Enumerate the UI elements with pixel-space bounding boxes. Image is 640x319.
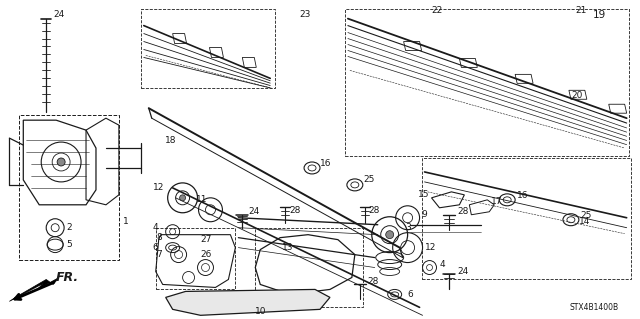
Text: 25: 25 [364, 175, 375, 184]
Text: 16: 16 [320, 160, 332, 168]
Polygon shape [10, 278, 59, 301]
Polygon shape [166, 289, 330, 315]
Text: 4: 4 [153, 223, 158, 232]
Text: 20: 20 [571, 91, 582, 100]
Circle shape [386, 231, 394, 239]
Text: 3: 3 [406, 223, 412, 232]
Text: 16: 16 [517, 191, 529, 200]
Text: 24: 24 [53, 10, 65, 19]
Text: 28: 28 [458, 207, 468, 216]
Text: 18: 18 [164, 136, 176, 145]
Circle shape [180, 195, 186, 201]
Text: STX4B1400B: STX4B1400B [570, 303, 619, 312]
Text: 4: 4 [440, 260, 445, 269]
Text: 12: 12 [153, 183, 164, 192]
Text: 24: 24 [458, 267, 468, 276]
Text: 9: 9 [422, 210, 428, 219]
Text: 13: 13 [282, 243, 294, 252]
Text: 7: 7 [157, 250, 163, 259]
Text: 25: 25 [581, 211, 592, 220]
Text: 14: 14 [579, 217, 590, 226]
Text: 19: 19 [593, 10, 606, 20]
Text: 11: 11 [196, 195, 207, 204]
Text: FR.: FR. [56, 271, 79, 284]
Text: 10: 10 [255, 307, 267, 316]
Bar [19, 115, 119, 260]
Text: 28: 28 [369, 206, 380, 215]
Text: 6: 6 [408, 290, 413, 299]
Text: 5: 5 [66, 240, 72, 249]
Text: 22: 22 [431, 6, 443, 15]
Bar [422, 158, 630, 279]
Text: 2: 2 [66, 223, 72, 232]
Text: 15: 15 [417, 190, 429, 199]
Text: 17: 17 [492, 197, 503, 206]
Text: 8: 8 [157, 233, 163, 242]
Text: 23: 23 [299, 10, 310, 19]
Bar [345, 9, 628, 156]
Text: 27: 27 [200, 235, 212, 244]
Text: 21: 21 [575, 6, 586, 15]
Text: 28: 28 [368, 277, 379, 286]
Text: 1: 1 [123, 217, 129, 226]
Text: 26: 26 [200, 250, 212, 259]
Bar [255, 228, 363, 307]
Text: 24: 24 [248, 207, 260, 216]
Text: 12: 12 [424, 243, 436, 252]
Text: 28: 28 [289, 206, 301, 215]
Text: 6: 6 [153, 243, 159, 252]
Circle shape [57, 158, 65, 166]
Bar [141, 9, 275, 88]
Bar [156, 228, 236, 289]
